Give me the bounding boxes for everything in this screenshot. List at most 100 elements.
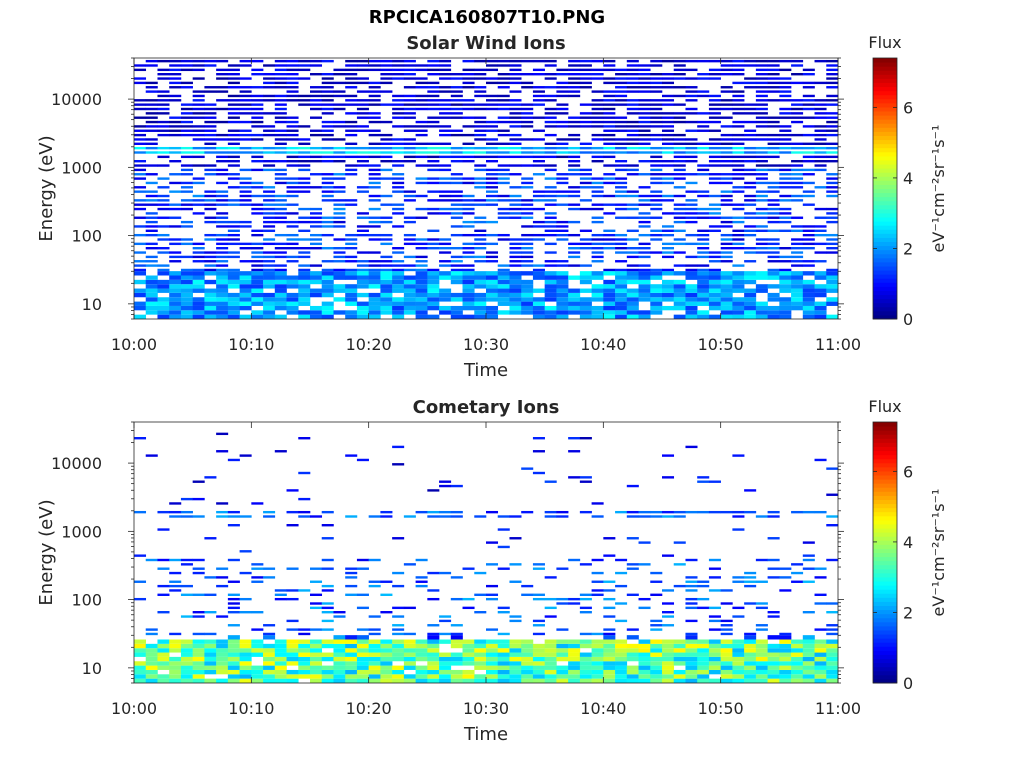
solar-wind-heatmap-cell (439, 247, 452, 250)
solar-wind-heatmap-cell (509, 251, 522, 254)
solar-wind-heatmap-cell (638, 86, 651, 89)
solar-wind-heatmap-cell (720, 314, 733, 319)
solar-wind-heatmap-cell (744, 86, 757, 89)
cometary-heatmap-cell (310, 567, 323, 570)
solar-wind-heatmap-cell (333, 90, 346, 93)
cometary-heatmap-cell (204, 576, 217, 579)
solar-wind-heatmap-cell (321, 177, 334, 180)
cometary-heatmap-cell (216, 510, 229, 514)
solar-wind-heatmap-cell (345, 155, 358, 159)
solar-wind-heatmap-cell (239, 297, 252, 302)
solar-wind-heatmap-cell (415, 155, 428, 159)
solar-wind-heatmap-cell (169, 292, 182, 298)
solar-wind-heatmap-cell (744, 314, 757, 319)
solar-wind-heatmap-cell (192, 284, 205, 289)
cometary-colorbar-swatch (873, 422, 897, 427)
cometary-heatmap-cell (157, 674, 170, 679)
cometary-heatmap-cell (368, 584, 381, 588)
solar-wind-heatmap-cell (227, 68, 240, 72)
solar-wind-heatmap-cell (521, 120, 534, 124)
solar-wind-heatmap-cell (134, 233, 147, 237)
solar-wind-heatmap-cell (180, 81, 193, 85)
cometary-heatmap-cell (556, 656, 569, 662)
solar-wind-heatmap-cell (450, 133, 463, 137)
cometary-heatmap-cell (227, 652, 240, 657)
solar-wind-heatmap-cell (744, 203, 757, 206)
solar-wind-heatmap-cell (755, 229, 768, 232)
solar-wind-heatmap-cell (650, 199, 663, 202)
solar-wind-heatmap-cell (474, 129, 487, 132)
solar-wind-heatmap-cell (802, 292, 815, 298)
solar-wind-heatmap-cell (145, 284, 158, 289)
cometary-heatmap-cell (497, 678, 510, 683)
solar-wind-heatmap-cell (521, 81, 534, 85)
cometary-heatmap-cell (826, 515, 839, 518)
solar-wind-heatmap-cell (779, 220, 792, 224)
cometary-heatmap-cell (169, 515, 182, 518)
cometary-heatmap-cell (662, 510, 675, 514)
cometary-heatmap-cell (673, 639, 686, 644)
solar-wind-heatmap-cell (732, 207, 745, 211)
cometary-heatmap-cell (673, 652, 686, 657)
solar-wind-heatmap-cell (345, 242, 358, 246)
solar-wind-heatmap-cell (169, 86, 182, 89)
cometary-heatmap-cell (368, 678, 381, 683)
cometary-colorbar-frame (872, 421, 898, 684)
solar-wind-heatmap-cell (263, 292, 276, 298)
cometary-heatmap-cell (579, 611, 592, 614)
cometary-heatmap-cell (544, 643, 557, 649)
solar-wind-heatmap-cell (767, 77, 780, 80)
solar-wind-heatmap-cell (638, 90, 651, 93)
solar-wind-heatmap-cell (310, 59, 323, 63)
solar-wind-heatmap-cell (239, 59, 252, 63)
solar-wind-heatmap-cell (744, 168, 757, 172)
solar-wind-heatmap-cell (251, 107, 264, 111)
cometary-heatmap-cell (685, 661, 698, 666)
solar-wind-heatmap-cell (157, 177, 170, 180)
solar-wind-heatmap-cell (204, 168, 217, 172)
cometary-heatmap-cell (544, 597, 557, 601)
solar-wind-heatmap-cell (521, 164, 534, 167)
solar-wind-heatmap-cell (615, 99, 628, 102)
solar-wind-heatmap-cell (509, 173, 522, 176)
solar-wind-heatmap-cell (345, 314, 358, 319)
cometary-heatmap-cell (345, 571, 358, 575)
cometary-heatmap-cell (310, 515, 323, 518)
solar-wind-heatmap-cell (368, 264, 381, 267)
solar-wind-heatmap-cell (157, 186, 170, 189)
solar-wind-heatmap-cell (462, 59, 475, 63)
solar-wind-heatmap-cell (532, 238, 545, 241)
solar-wind-heatmap-cell (450, 207, 463, 211)
cometary-heatmap-cell (532, 437, 545, 440)
solar-wind-heatmap-cell (755, 216, 768, 219)
cometary-heatmap-cell (356, 674, 369, 679)
cometary-heatmap-cell (826, 558, 839, 562)
solar-wind-heatmap-cell (615, 238, 628, 241)
solar-wind-heatmap-cell (521, 225, 534, 228)
cometary-heatmap-cell (650, 652, 663, 657)
solar-wind-heatmap-cell (462, 99, 475, 102)
solar-wind-heatmap-cell (356, 64, 369, 67)
solar-wind-heatmap-cell (321, 125, 334, 128)
cometary-heatmap-cell (439, 510, 452, 514)
cometary-heatmap-cell (298, 674, 311, 679)
cometary-heatmap-cell (591, 502, 604, 505)
cometary-heatmap-cell (380, 515, 393, 518)
solar-wind-heatmap-cell (392, 103, 405, 106)
solar-wind-heatmap-cell (216, 212, 229, 215)
solar-wind-heatmap-cell (532, 146, 545, 150)
solar-wind-heatmap-cell (591, 107, 604, 111)
solar-wind-heatmap-cell (216, 90, 229, 93)
solar-wind-heatmap-cell (403, 264, 416, 267)
solar-wind-heatmap-cell (227, 199, 240, 202)
cometary-heatmap-cell (568, 648, 581, 653)
solar-wind-heatmap-cell (603, 173, 616, 176)
solar-wind-heatmap-cell (333, 268, 346, 272)
solar-wind-heatmap-cell (392, 305, 405, 311)
solar-wind-heatmap-cell (192, 255, 205, 259)
solar-wind-heatmap-cell (685, 181, 698, 185)
solar-wind-heatmap-cell (286, 292, 299, 298)
solar-wind-heatmap-cell (497, 151, 510, 154)
cometary-heatmap-cell (157, 643, 170, 649)
solar-wind-heatmap-cell (204, 133, 217, 137)
